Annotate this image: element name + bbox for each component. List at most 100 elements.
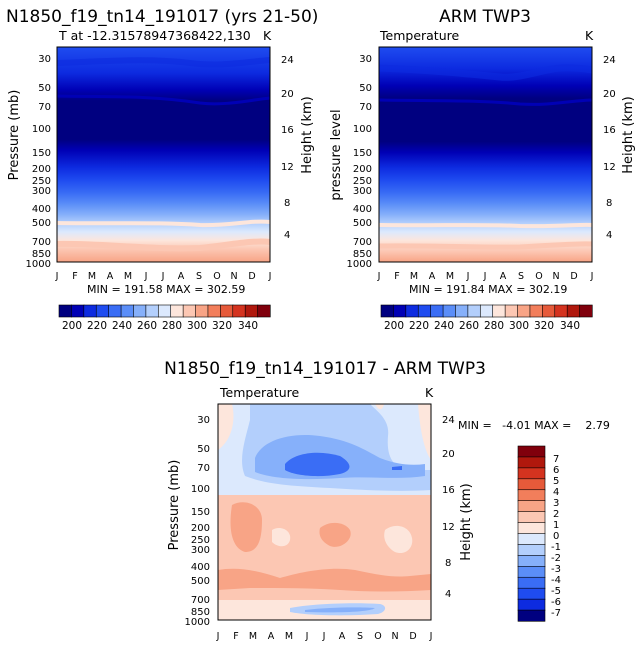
colorbar-labels: 7 6 5 4 3 2 1 0 -1 -2 -3 -4 -5 -6 -7: [551, 454, 561, 619]
colorbar-label: 260: [137, 320, 157, 332]
month-tick: F: [72, 271, 77, 282]
pressure-tick: 300: [353, 186, 372, 197]
month-tick: J: [466, 271, 470, 282]
y-axis-pressure: 30 50 70 100 150 200 250 300 400 500 700…: [26, 54, 51, 270]
month-tick: J: [161, 271, 165, 282]
pressure-tick: 70: [197, 463, 210, 474]
month-tick: J: [55, 271, 59, 282]
month-tick: D: [570, 271, 577, 282]
pressure-tick: 100: [32, 124, 51, 135]
colorbar-label: 6: [553, 465, 559, 476]
pressure-tick: 700: [32, 237, 51, 248]
month-tick: J: [305, 631, 309, 642]
month-tick: S: [357, 631, 363, 642]
pressure-tick: 30: [38, 54, 51, 65]
contour-line: [378, 241, 593, 250]
month-tick: O: [213, 271, 220, 282]
colorbar-swatch: [244, 304, 259, 318]
month-tick: F: [394, 271, 399, 282]
month-tick: J: [429, 631, 433, 642]
plot-frame: [56, 46, 271, 263]
colorbar-swatch: [554, 304, 568, 318]
pressure-tick: 850: [353, 249, 372, 260]
colorbar-swatch: [517, 555, 546, 567]
month-tick: M: [124, 271, 132, 282]
height-tick: 16: [442, 485, 455, 496]
colorbar-swatch: [479, 304, 494, 318]
pressure-tick: 100: [191, 484, 210, 495]
colorbar-label: 5: [553, 476, 559, 487]
pressure-tick: 30: [359, 54, 372, 65]
month-tick: J: [268, 271, 272, 282]
pressure-tick: 300: [32, 186, 51, 197]
x-axis-months: J F M A M J J A S O N D J: [377, 271, 594, 282]
height-tick: 12: [442, 522, 455, 533]
colorbar-swatch: [467, 304, 481, 318]
colorbar-swatch: [95, 304, 110, 318]
colorbar-label: -6: [551, 597, 561, 608]
panel-top-left: N1850_f19_tn14_191017 (yrs 21-50) T at -…: [6, 7, 318, 332]
plot-frame: [378, 46, 593, 263]
contour-line: [56, 94, 271, 106]
height-tick: 8: [445, 558, 451, 569]
colorbar-label: 280: [484, 320, 504, 332]
height-tick: 16: [603, 125, 616, 136]
colorbar-swatch: [145, 304, 159, 318]
pressure-tick: 400: [353, 204, 372, 215]
colorbar-swatch: [417, 304, 432, 318]
height-tick: 24: [442, 415, 455, 426]
colorbar-label: 7: [553, 454, 559, 465]
colorbar-swatch: [517, 587, 546, 600]
colorbar-label: 200: [62, 320, 82, 332]
colorbar-swatch: [517, 598, 546, 611]
colorbar-label: 300: [187, 320, 207, 332]
contour-region: [285, 452, 350, 477]
contour-line: [378, 64, 593, 81]
x-axis-months: J F M A M J J A S O N D J: [216, 631, 433, 642]
contour-line: [56, 238, 271, 252]
pressure-tick: 200: [353, 164, 372, 175]
colorbar-label: 340: [560, 320, 580, 332]
height-tick: 20: [442, 449, 455, 460]
pressure-tick: 150: [191, 507, 210, 518]
pressure-tick: 100: [353, 124, 372, 135]
panel-units: K: [585, 28, 594, 43]
height-tick: 4: [606, 230, 612, 241]
colorbar-swatch: [257, 304, 271, 318]
y-axis-pressure: 30 50 70 100 150 200 250 300 400 500 700…: [347, 54, 372, 270]
colorbar: [380, 304, 593, 318]
month-tick: J: [377, 271, 381, 282]
colorbar-swatch: [517, 544, 546, 556]
panel-subtitle: Temperature: [379, 28, 459, 43]
colorbar-swatch: [517, 609, 546, 622]
colorbar-swatch: [517, 445, 546, 458]
y-axis-label: Pressure (mb): [7, 90, 22, 181]
pressure-tick: 850: [32, 249, 51, 260]
colorbar-swatch: [504, 304, 519, 318]
contour-region: [230, 502, 262, 552]
pressure-tick: 300: [191, 545, 210, 556]
pressure-tick: 250: [191, 535, 210, 546]
contour-region: [319, 522, 351, 547]
colorbar-label: 2: [553, 509, 559, 520]
colorbar-label: 4: [553, 487, 559, 498]
pressure-tick: 500: [191, 576, 210, 587]
colorbar-label: 240: [434, 320, 454, 332]
colorbar-swatch: [405, 304, 419, 318]
panel-title: N1850_f19_tn14_191017 (yrs 21-50): [6, 7, 318, 27]
panel-subtitle: Temperature: [219, 385, 299, 400]
colorbar: [58, 304, 271, 318]
colorbar-swatch: [393, 304, 407, 318]
contour-field: [57, 47, 270, 262]
y-axis-right-label: Height (km): [300, 96, 315, 173]
contour-field: [379, 47, 592, 262]
height-tick: 4: [445, 589, 451, 600]
month-tick: A: [500, 271, 507, 282]
pressure-tick: 30: [197, 415, 210, 426]
month-tick: S: [518, 271, 524, 282]
colorbar-swatch: [83, 304, 97, 318]
contour-line: [56, 57, 271, 68]
colorbar-labels: 200 220 240 260 280 300 320 340: [384, 320, 580, 332]
colorbar-label: 340: [238, 320, 258, 332]
y-axis-right-label: Height (km): [621, 96, 636, 173]
